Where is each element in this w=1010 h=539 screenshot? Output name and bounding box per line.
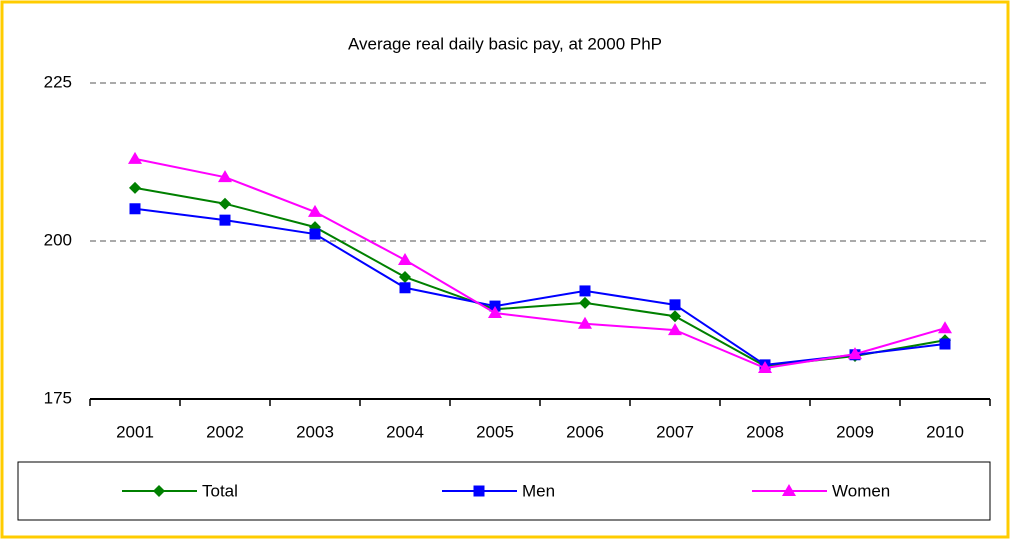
data-point [579,296,591,309]
data-point [399,271,411,284]
series-line [134,157,946,370]
legend-label: Women [832,481,890,500]
x-tick-label: 2002 [206,422,244,441]
x-tick-label: 2010 [926,422,964,441]
chart-title: Average real daily basic pay, at 2000 Ph… [348,34,662,53]
data-point [308,204,322,217]
x-tick-label: 2004 [386,422,424,441]
legend-marker [153,485,165,497]
series-line [134,207,946,366]
data-point [488,306,502,319]
data-point [938,321,952,334]
y-tick-label: 200 [44,230,72,249]
y-tick-label: 175 [44,388,72,407]
legend-box [17,461,991,521]
legend-label: Total [202,481,238,500]
data-point [579,285,591,297]
legend-label: Men [522,481,555,500]
data-point [129,203,141,215]
data-point [939,338,951,350]
legend-marker [782,484,796,496]
legend-marker [473,485,485,497]
data-point [398,252,412,265]
data-point [219,197,231,210]
x-tick-label: 2006 [566,422,604,441]
data-point [669,310,681,323]
x-tick-label: 2007 [656,422,694,441]
data-point [219,214,231,226]
x-tick-label: 2001 [116,422,154,441]
data-point [668,323,682,336]
y-tick-label: 225 [44,72,72,91]
data-point [669,299,681,311]
data-point [309,228,321,240]
data-point [128,151,142,164]
x-tick-label: 2008 [746,422,784,441]
data-point [758,361,772,374]
x-tick-label: 2005 [476,422,514,441]
data-point [399,282,411,294]
data-point [578,316,592,329]
data-point [218,170,232,183]
data-point [848,347,862,360]
data-point [129,181,141,194]
x-tick-label: 2009 [836,422,874,441]
x-tick-label: 2003 [296,422,334,441]
